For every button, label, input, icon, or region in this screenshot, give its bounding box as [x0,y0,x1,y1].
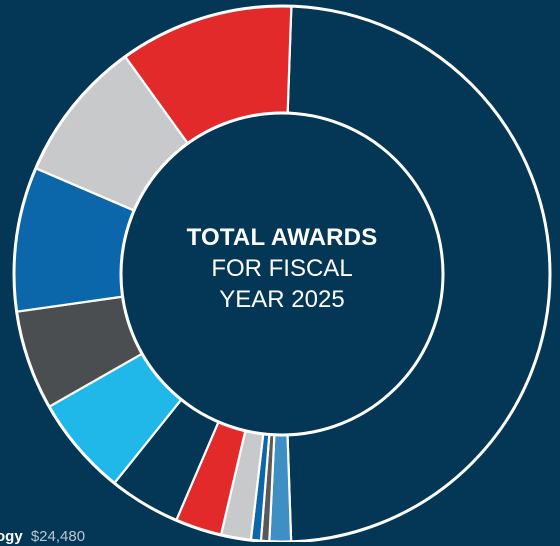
slice-label-partial: ogy $24,480 [0,528,85,546]
center-title-line-1: TOTAL AWARDS [186,224,378,251]
slice-label-amount: $24,480 [30,528,86,545]
donut-center-circle [119,111,445,437]
chart-center-title: TOTAL AWARDS FOR FISCAL YEAR 2025 [160,222,404,315]
slice-label-name: ogy [0,528,23,545]
center-title-line-2: FOR FISCAL [211,255,353,282]
donut-outer-ring [12,4,552,542]
center-title-line-3: YEAR 2025 [219,286,345,313]
